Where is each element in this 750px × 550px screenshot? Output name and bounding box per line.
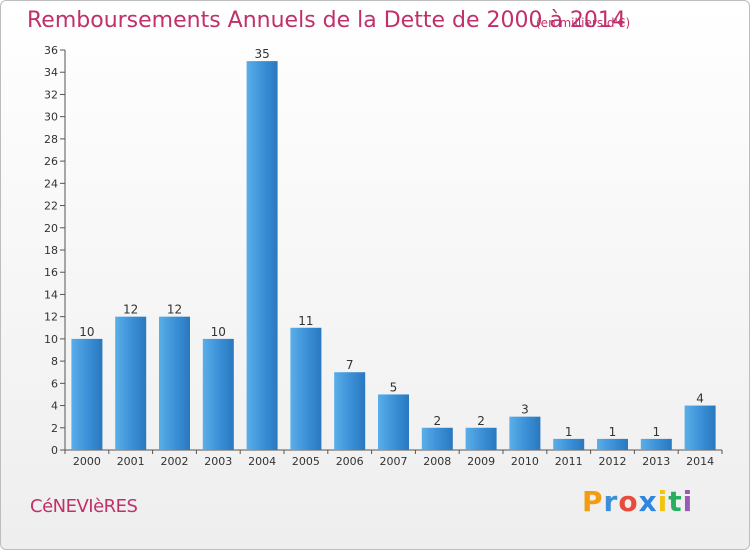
bar-2003: [202, 338, 234, 450]
x-tick-label: 2013: [642, 455, 670, 468]
logo-letter: o: [618, 485, 639, 518]
bar-2004: [246, 61, 278, 450]
logo-letter: i: [682, 485, 694, 518]
y-tick-label: 18: [44, 244, 58, 257]
y-tick-label: 30: [44, 111, 58, 124]
y-tick-label: 32: [44, 88, 58, 101]
data-label-2011: 1: [565, 425, 573, 439]
data-label-2010: 3: [521, 403, 529, 417]
bar-2005: [290, 327, 322, 450]
x-tick-label: 2011: [555, 455, 583, 468]
bar-2002: [159, 316, 190, 450]
logo-letter: r: [603, 485, 619, 518]
x-tick-label: 2006: [336, 455, 364, 468]
x-tick-label: 2001: [117, 455, 145, 468]
y-tick-label: 26: [44, 155, 58, 168]
y-tick-label: 22: [44, 200, 58, 213]
proxiti-logo[interactable]: Proxiti: [582, 485, 693, 518]
y-tick-label: 16: [44, 266, 58, 279]
data-label-2003: 10: [211, 325, 226, 339]
y-tick-label: 4: [51, 400, 58, 413]
bar-2001: [115, 316, 147, 450]
bar-2014: [684, 405, 716, 450]
y-tick-label: 10: [44, 333, 58, 346]
data-label-2008: 2: [433, 414, 441, 428]
data-label-2009: 2: [477, 414, 485, 428]
y-tick-label: 34: [44, 66, 58, 79]
chart-subtitle: (en milliers d'€): [536, 16, 631, 30]
bar-2012: [597, 438, 628, 450]
logo-letter: t: [668, 485, 683, 518]
y-tick-label: 8: [51, 355, 58, 368]
data-label-2006: 7: [346, 358, 354, 372]
logo-letter: x: [638, 485, 658, 518]
bar-2000: [71, 338, 103, 450]
y-tick-label: 2: [51, 422, 58, 435]
logo-letter: i: [657, 485, 669, 518]
x-tick-label: 2003: [204, 455, 232, 468]
data-label-2014: 4: [696, 392, 704, 406]
y-tick-label: 0: [51, 444, 58, 457]
bar-2007: [378, 394, 409, 450]
chart-title: Remboursements Annuels de la Dette de 20…: [27, 8, 626, 33]
y-tick-label: 28: [44, 133, 58, 146]
x-axis: 2000 2001 2002 2003 2004 2005 2006 2007 2008 2009…: [64, 449, 723, 468]
commune-name: CéNEVIèRES: [30, 496, 138, 517]
x-tick-label: 2008: [423, 455, 451, 468]
data-label-2007: 5: [390, 380, 398, 394]
data-label-2004: 35: [254, 47, 269, 61]
data-label-2012: 1: [609, 425, 617, 439]
y-tick-label: 36: [44, 44, 58, 57]
x-tick-label: 2009: [467, 455, 495, 468]
y-tick-label: 6: [51, 377, 58, 390]
bar-2013: [640, 438, 672, 450]
x-tick-label: 2004: [248, 455, 276, 468]
logo-letter: P: [582, 485, 604, 518]
y-tick-label: 24: [44, 177, 58, 190]
x-tick-label: 2014: [686, 455, 714, 468]
bar-2008: [421, 427, 453, 450]
bars: [71, 61, 716, 450]
x-tick-label: 2007: [380, 455, 408, 468]
y-tick-label: 20: [44, 222, 58, 235]
data-label-2013: 1: [652, 425, 660, 439]
x-tick-label: 2005: [292, 455, 320, 468]
bar-2006: [334, 372, 366, 450]
data-label-2001: 12: [123, 303, 138, 317]
data-label-2005: 11: [298, 314, 313, 328]
x-tick-label: 2012: [599, 455, 627, 468]
bar-2009: [465, 427, 497, 450]
bar-2011: [553, 438, 585, 450]
bar-2010: [509, 416, 541, 450]
data-label-2002: 12: [167, 303, 182, 317]
x-tick-label: 2002: [161, 455, 189, 468]
x-tick-label: 2000: [73, 455, 101, 468]
x-tick-label: 2010: [511, 455, 539, 468]
y-tick-label: 12: [44, 311, 58, 324]
y-tick-label: 14: [44, 288, 58, 301]
data-label-2000: 10: [79, 325, 94, 339]
